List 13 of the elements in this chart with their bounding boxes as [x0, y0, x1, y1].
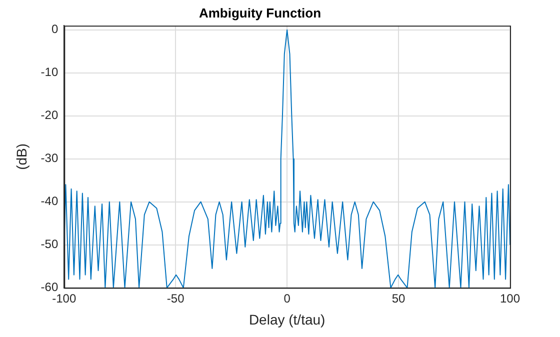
x-tick-label: 100	[500, 291, 520, 306]
x-tick-label: 0	[284, 291, 291, 306]
y-axis-title: (dB)	[13, 143, 30, 170]
x-tick-label: 50	[392, 291, 406, 306]
y-tick-label: -30	[40, 151, 58, 166]
y-tick-label: -50	[40, 237, 58, 252]
y-tick-label: -10	[40, 65, 58, 80]
x-axis-title: Delay (t/tau)	[248, 311, 326, 328]
y-tick-label: 0	[51, 22, 58, 36]
y-tick-label: -40	[40, 194, 58, 208]
chart-title: Ambiguity Function	[198, 5, 322, 20]
y-tick-label: -20	[40, 108, 58, 122]
x-tick-label: -50	[166, 291, 185, 306]
